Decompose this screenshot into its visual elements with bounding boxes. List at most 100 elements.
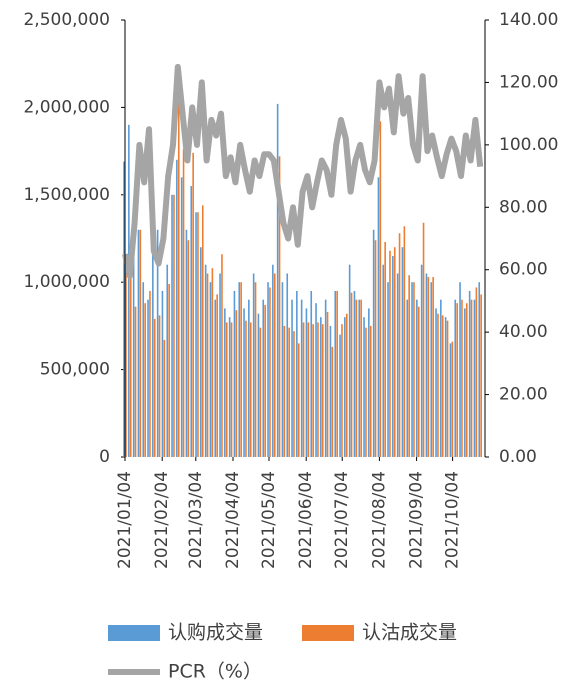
bar — [243, 308, 245, 457]
bar — [233, 290, 236, 457]
bar — [416, 299, 418, 457]
bar — [259, 327, 262, 457]
y-tick-label: 500,000 — [40, 360, 110, 380]
bar — [252, 273, 255, 457]
bar — [413, 282, 415, 457]
bar — [365, 327, 367, 457]
x-tick-label: 2021/02/04 — [152, 471, 172, 569]
bar — [225, 322, 228, 457]
x-tick-label: 2021/09/04 — [407, 471, 427, 569]
bar — [403, 226, 406, 457]
bar — [465, 303, 468, 457]
bar — [254, 282, 257, 457]
bar — [125, 264, 127, 457]
bar — [156, 229, 159, 457]
x-tick-label: 2021/08/04 — [369, 471, 389, 569]
bar — [123, 161, 125, 457]
bar — [372, 229, 375, 457]
bar — [368, 308, 370, 457]
bar — [219, 273, 221, 457]
bar — [211, 268, 214, 457]
bar — [307, 322, 310, 457]
bar — [355, 299, 358, 457]
bar — [315, 303, 317, 457]
bar — [345, 313, 348, 457]
bar — [341, 324, 343, 457]
bar — [320, 317, 322, 457]
bar — [182, 149, 185, 458]
bar — [374, 240, 377, 457]
bar — [350, 292, 353, 457]
bar — [144, 303, 146, 457]
x-tick-label: 2021/10/04 — [443, 471, 463, 569]
bar — [451, 341, 454, 457]
bar — [176, 159, 178, 457]
bar — [417, 306, 420, 457]
bar — [272, 264, 274, 457]
bar — [432, 276, 434, 457]
bar — [177, 84, 180, 458]
y-tick-label: 0 — [99, 447, 110, 467]
bar — [228, 317, 231, 457]
bar — [379, 121, 382, 457]
bar — [224, 308, 226, 457]
bar — [291, 299, 293, 457]
y2-tick-label: 120.00 — [499, 72, 558, 92]
legend-label: 认沽成交量 — [362, 622, 457, 644]
bar — [468, 290, 471, 457]
bar — [393, 247, 396, 457]
bar — [435, 308, 437, 457]
x-tick-label: 2021/03/04 — [186, 471, 206, 569]
y2-tick-label: 40.00 — [499, 322, 548, 342]
bar — [152, 247, 154, 457]
bar — [278, 156, 281, 457]
x-tick-label: 2021/05/04 — [259, 471, 279, 569]
bar — [422, 222, 425, 457]
bar — [267, 282, 269, 457]
bar — [216, 294, 218, 457]
bar — [163, 339, 166, 457]
bar — [387, 282, 389, 457]
bar — [209, 282, 212, 457]
bar — [149, 290, 151, 457]
bar — [257, 313, 260, 457]
bar — [139, 229, 142, 457]
bar — [446, 320, 449, 457]
y-tick-label: 2,000,000 — [23, 97, 110, 117]
y2-tick-label: 60.00 — [499, 260, 548, 280]
bar — [454, 299, 457, 457]
bar — [348, 264, 351, 457]
bar — [461, 299, 463, 457]
bar — [317, 322, 319, 457]
bar — [190, 186, 193, 457]
bar — [406, 299, 409, 457]
bar — [166, 264, 169, 457]
bar — [262, 299, 265, 457]
bar — [147, 299, 149, 457]
y2-tick-label: 100.00 — [499, 135, 558, 155]
bar — [248, 299, 250, 457]
bar — [425, 273, 428, 457]
bar — [269, 287, 271, 457]
bar — [221, 254, 223, 457]
legend-label: PCR（%） — [168, 661, 262, 680]
bar — [480, 294, 482, 457]
bar — [360, 299, 362, 457]
y-tick-label: 2,500,000 — [23, 10, 110, 30]
bar — [353, 290, 356, 457]
bar — [363, 317, 365, 457]
bar — [158, 315, 161, 457]
bar — [161, 290, 164, 457]
y-tick-label: 1,500,000 — [23, 185, 110, 205]
bar — [344, 317, 346, 457]
bar — [200, 247, 202, 457]
bar — [430, 282, 433, 457]
bar — [401, 247, 404, 457]
bar — [153, 318, 156, 457]
bar — [168, 283, 170, 457]
bar — [420, 264, 423, 457]
bar — [206, 273, 209, 457]
bar — [331, 346, 334, 457]
bar — [129, 264, 132, 457]
bar — [300, 299, 303, 457]
